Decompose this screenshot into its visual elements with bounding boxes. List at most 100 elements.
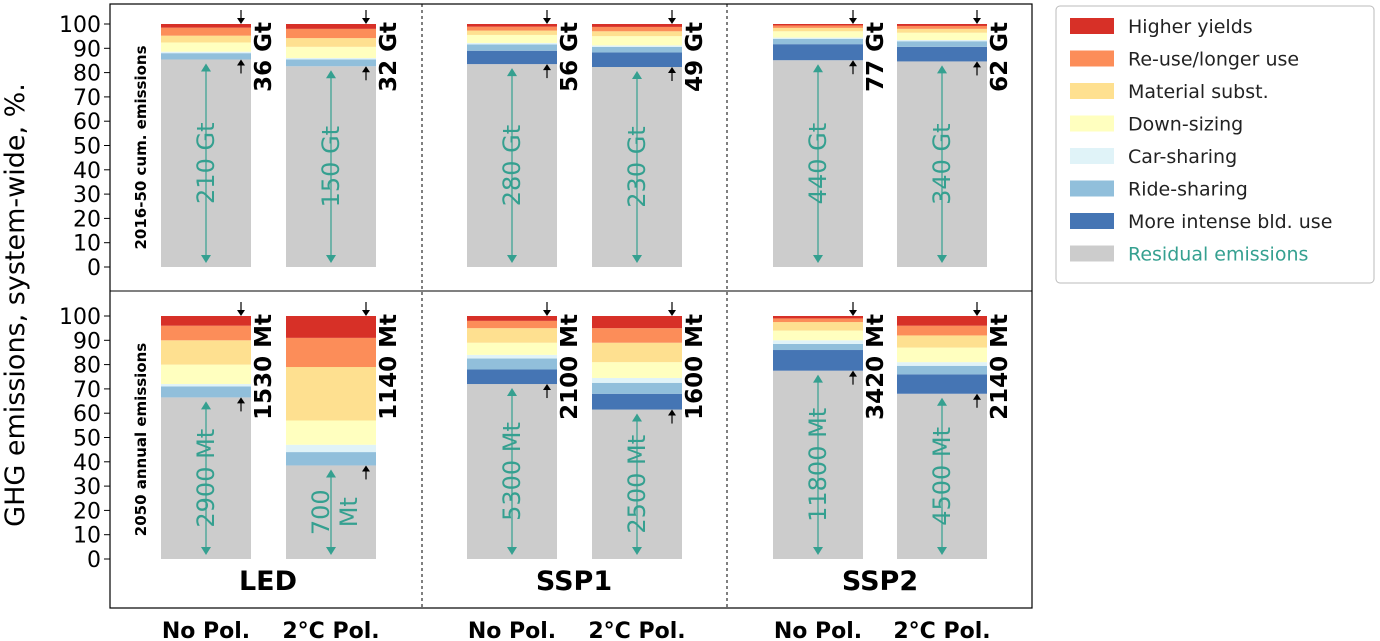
- bar-segment-ridesharing: [467, 44, 557, 51]
- y-tick-label: 90: [73, 329, 101, 354]
- legend-frame: [1055, 5, 1375, 284]
- bar-segment-material: [897, 335, 987, 348]
- bar-segment-carsharing: [592, 377, 682, 383]
- residual-arrow-up: [632, 71, 642, 80]
- total-arrow-down-head: [668, 18, 676, 24]
- bar-segment-higher_yields: [161, 316, 251, 326]
- bar-segment-higher_yields: [897, 316, 987, 326]
- residual-arrow-down: [201, 547, 211, 555]
- bar-segment-intense_bld: [897, 374, 987, 394]
- bar-segment-reuse: [467, 320, 557, 329]
- residual-arrow-up: [813, 374, 823, 383]
- y-tick-label: 100: [59, 305, 101, 330]
- total-arrow-up-head: [849, 60, 857, 67]
- residual-label: 4500 Mt: [928, 427, 956, 526]
- bar-segment-reuse: [286, 337, 376, 368]
- legend-label-reuse: Re-use/longer use: [1128, 49, 1299, 71]
- residual-label: 340 Gt: [928, 123, 956, 204]
- bar-segment-reuse: [773, 25, 863, 28]
- bar-segment-downsizing: [897, 347, 987, 363]
- residual-arrow-down: [813, 255, 823, 263]
- row-label: 2016-50 cum. emissions: [132, 45, 150, 249]
- scenario-label: LED: [239, 566, 297, 597]
- residual-arrow-up: [201, 63, 211, 72]
- legend-label-residual: Residual emissions: [1128, 244, 1308, 266]
- residual-label: 2900 Mt: [192, 429, 220, 528]
- y-tick-label: 60: [73, 110, 101, 135]
- residual-arrow-down: [937, 255, 947, 263]
- residual-label: 700Mt: [307, 489, 363, 535]
- bar-segment-higher_yields: [773, 316, 863, 319]
- bar-segment-reuse: [286, 28, 376, 39]
- residual-arrow-up: [507, 388, 517, 397]
- bar-segment-carsharing: [286, 58, 376, 60]
- residual-arrow-down: [507, 255, 517, 263]
- residual-arrow-down: [201, 255, 211, 263]
- residual-arrow-down: [632, 547, 642, 555]
- bar-segment-intense_bld: [592, 393, 682, 410]
- bar-segment-material: [773, 27, 863, 32]
- bar-segment-downsizing: [286, 46, 376, 59]
- y-tick-label: 20: [73, 499, 101, 524]
- total-arrow-up-head: [237, 59, 245, 66]
- bar-segment-material: [467, 30, 557, 35]
- bar-segment-intense_bld: [592, 52, 682, 68]
- total-arrow-up-head: [973, 393, 981, 400]
- bar-segment-intense_bld: [467, 369, 557, 385]
- bar-segment-reuse: [592, 328, 682, 343]
- bar-segment-downsizing: [161, 364, 251, 385]
- legend-label-carsharing: Car-sharing: [1128, 146, 1237, 168]
- bar-segment-downsizing: [592, 36, 682, 46]
- total-label: 3420 Mt: [863, 314, 889, 420]
- residual-arrow-down: [326, 255, 336, 263]
- y-tick-label: 80: [73, 354, 101, 379]
- y-tick-label: 20: [73, 207, 101, 232]
- bar-segment-carsharing: [161, 51, 251, 54]
- bar-segment-intense_bld: [773, 44, 863, 61]
- legend-swatch-carsharing: [1070, 148, 1114, 164]
- legend-swatch-downsizing: [1070, 115, 1114, 132]
- bar-segment-downsizing: [773, 330, 863, 341]
- bar-segment-carsharing: [773, 340, 863, 344]
- total-arrow-down-head: [237, 310, 245, 316]
- total-label: 32 Gt: [376, 22, 402, 92]
- legend-swatch-material: [1070, 83, 1114, 99]
- bar-segment-reuse: [897, 325, 987, 336]
- residual-label: 2500 Mt: [623, 435, 651, 534]
- total-label: 56 Gt: [557, 22, 583, 92]
- y-tick-label: 10: [73, 232, 101, 257]
- total-arrow-down-head: [668, 310, 676, 316]
- bar-segment-reuse: [773, 318, 863, 323]
- bar-segment-material: [592, 342, 682, 363]
- total-arrow-up-head: [543, 384, 551, 391]
- residual-label: 150 Gt: [317, 126, 345, 207]
- residual-arrow-up: [326, 469, 336, 478]
- bar-segment-material: [286, 367, 376, 421]
- residual-arrow-down: [507, 547, 517, 555]
- y-tick-label: 50: [73, 427, 101, 452]
- residual-arrow-down: [937, 547, 947, 555]
- total-arrow-up-head: [973, 61, 981, 68]
- y-tick-label: 40: [73, 451, 101, 476]
- condition-label: No Pol.: [774, 619, 862, 641]
- bar-segment-higher_yields: [592, 24, 682, 27]
- condition-label: 2°C Pol.: [893, 619, 990, 641]
- y-tick-label: 40: [73, 159, 101, 184]
- bar-segment-ridesharing: [773, 343, 863, 351]
- bar-segment-ridesharing: [161, 53, 251, 60]
- residual-arrow-down: [813, 547, 823, 555]
- y-tick-label: 90: [73, 37, 101, 62]
- total-arrow-up-head: [362, 465, 370, 472]
- total-arrow-down-head: [973, 18, 981, 24]
- scenario-label: SSP1: [536, 566, 612, 597]
- residual-label: 440 Gt: [804, 123, 832, 204]
- bar-segment-reuse: [161, 325, 251, 341]
- bar-segment-downsizing: [286, 420, 376, 445]
- bar-segment-reuse: [592, 26, 682, 32]
- bar-segment-ridesharing: [286, 452, 376, 466]
- bar-segment-material: [161, 340, 251, 365]
- bar-segment-carsharing: [161, 384, 251, 387]
- bar-segment-downsizing: [467, 342, 557, 355]
